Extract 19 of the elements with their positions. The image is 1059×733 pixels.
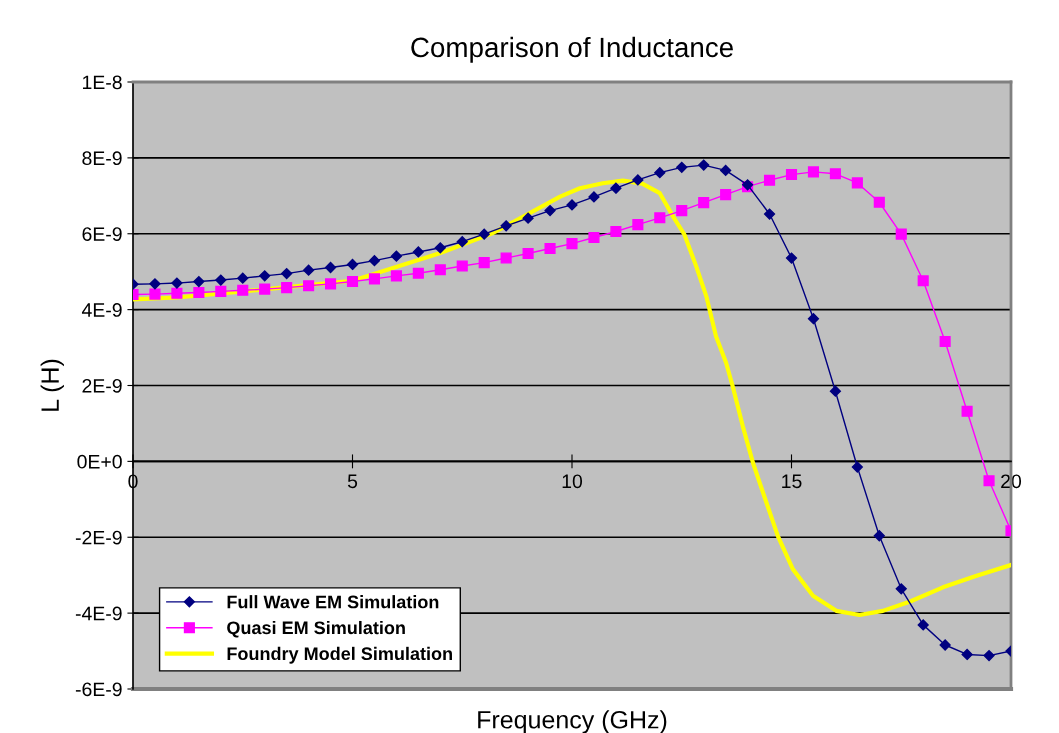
x-tick-label: 10 [562, 474, 583, 489]
x-tick-label: 5 [347, 474, 358, 489]
y-tick-label: 8E-9 [82, 151, 122, 166]
x-tick-label: 20 [1001, 474, 1022, 489]
legend-label: Full Wave EM Simulation [227, 595, 439, 609]
legend-label: Foundry Model Simulation [227, 646, 452, 664]
y-tick-label: 2E-9 [82, 378, 122, 393]
y-tick-label: 1E-8 [83, 75, 122, 90]
legend-label: Quasi EM Simulation [227, 620, 405, 638]
x-axis-title: Frequency (GHz) [478, 710, 667, 733]
y-tick-label: -2E-9 [75, 530, 122, 545]
y-tick-label: 6E-9 [82, 227, 122, 241]
y-tick-label: 4E-9 [81, 303, 122, 317]
x-tick-label: 15 [782, 474, 802, 489]
y-tick-label: -4E-9 [75, 606, 122, 621]
y-axis-title: L (H) [40, 359, 64, 411]
chart-title: Comparison of Inductance [411, 36, 733, 63]
y-tick-label: 0E+0 [77, 454, 122, 469]
y-tick-label: -6E-9 [75, 682, 122, 697]
